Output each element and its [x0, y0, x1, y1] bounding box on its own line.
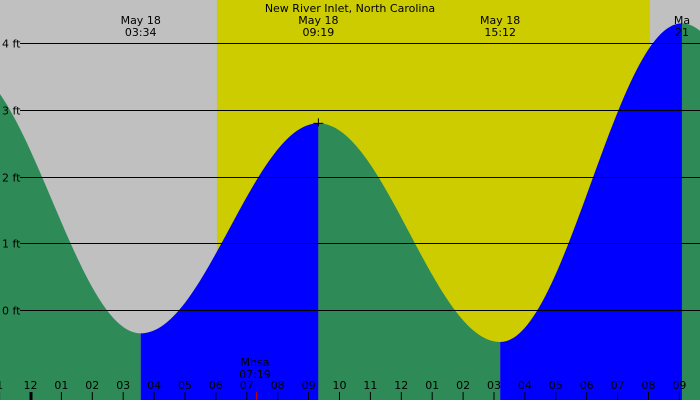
x-tick-label: 10: [333, 379, 347, 392]
x-tick-label: 05: [178, 379, 192, 392]
falling-tide-segment: [318, 123, 501, 400]
falling-tide-segment: [0, 94, 141, 400]
rising-tide-segment: [500, 23, 682, 400]
gridlines: [20, 43, 700, 311]
tide-event-date: May 18: [298, 14, 338, 27]
y-tick-label: 1 ft: [2, 238, 21, 251]
tide-event-date: May 18: [480, 14, 520, 27]
x-tick-label: 01: [425, 379, 439, 392]
x-tick-label: 12: [394, 379, 408, 392]
y-tick-label: 3 ft: [2, 105, 21, 118]
tide-event-time: 15:12: [484, 26, 516, 39]
x-tick-label: 03: [487, 379, 501, 392]
tide-event-time: 21: [675, 26, 689, 39]
x-tick-label: 04: [147, 379, 161, 392]
moon-event-time: 07:19: [239, 368, 271, 381]
chart-title: New River Inlet, North Carolina: [265, 2, 435, 15]
x-tick-label: 12: [24, 379, 38, 392]
y-axis-labels: 4 ft 3 ft 2 ft 1 ft 0 ft: [2, 38, 21, 318]
x-tick-label: 06: [580, 379, 594, 392]
y-tick-label: 4 ft: [2, 38, 21, 51]
x-tick-label: 03: [116, 379, 130, 392]
x-axis: 1 12 01 02 03 04 05 06 07 08 09 10 11 12 01 02 03 04 05 06 0…: [0, 379, 686, 400]
x-tick-label: 08: [271, 379, 285, 392]
x-tick-label: 02: [456, 379, 470, 392]
x-tick-label: 01: [54, 379, 68, 392]
rising-tide-segment: [140, 123, 319, 400]
x-tick-label: 08: [642, 379, 656, 392]
x-tick-label: 1: [0, 379, 3, 392]
x-tick-label: 11: [363, 379, 377, 392]
x-tick-label: 09: [672, 379, 686, 392]
tide-event-time: 09:19: [303, 26, 335, 39]
y-tick-label: 2 ft: [2, 172, 21, 185]
tide-event-time: 03:34: [125, 26, 157, 39]
x-tick-label: 07: [240, 379, 254, 392]
x-tick-label: 04: [518, 379, 532, 392]
x-tick-label: 07: [611, 379, 625, 392]
tide-event-date: Ma: [674, 14, 690, 27]
x-tick-label: 06: [209, 379, 223, 392]
tide-area: [0, 23, 700, 400]
tide-event-date: May 18: [121, 14, 161, 27]
falling-tide-segment: [681, 23, 700, 400]
midnight-marker: [29, 392, 33, 400]
x-tick-label: 02: [85, 379, 99, 392]
moon-event-label: Mhsa: [241, 356, 270, 369]
x-tick-label: 05: [549, 379, 563, 392]
x-tick-label: 09: [302, 379, 316, 392]
y-tick-label: 0 ft: [2, 305, 21, 318]
